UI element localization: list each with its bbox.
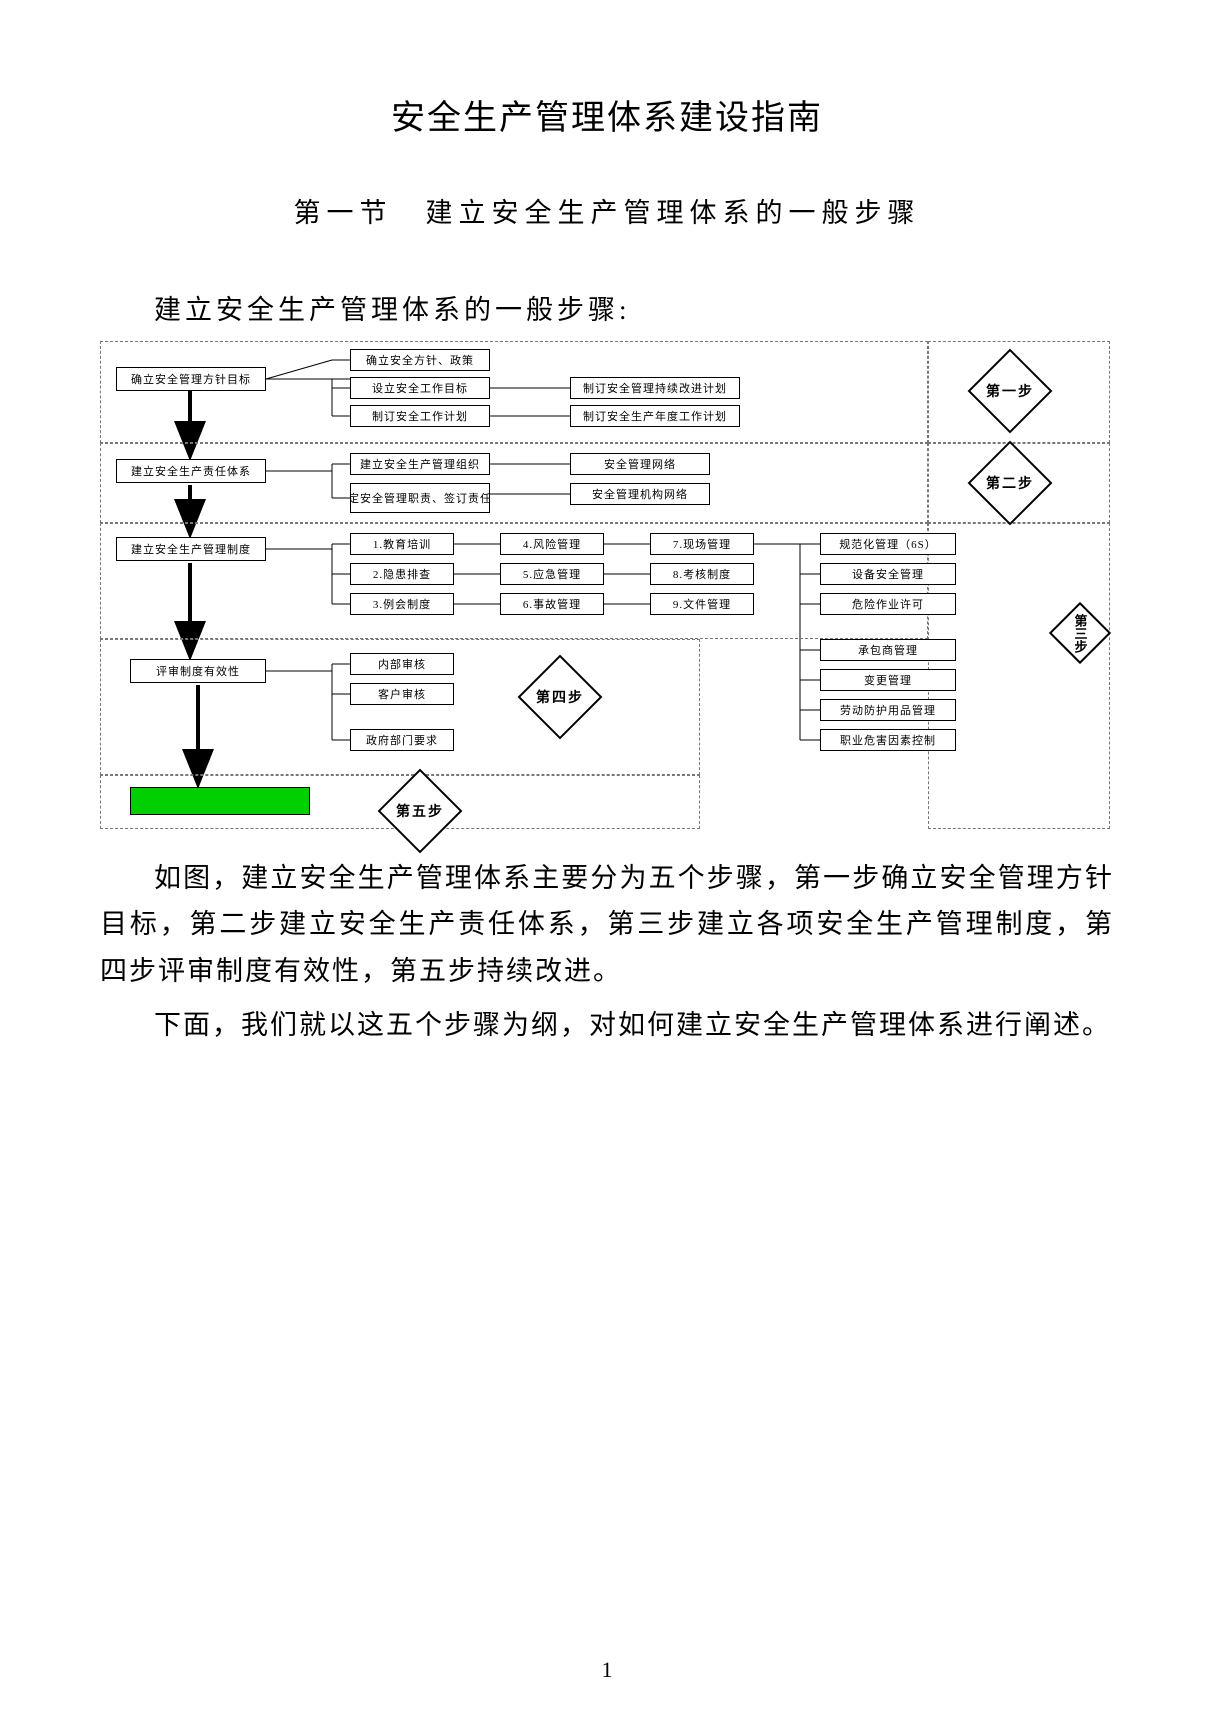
b-s4-main: 评审制度有效性 [130,659,266,683]
b-s3-7: 7.现场管理 [650,533,754,555]
b-s1-a: 确立安全方针、政策 [350,349,490,371]
b-s4-b: 客户审核 [350,683,454,705]
b-s3-5: 5.应急管理 [500,563,604,585]
body-paragraph-2: 下面，我们就以这五个步骤为纲，对如何建立安全生产管理体系进行阐述。 [100,1002,1114,1048]
b-s3-9: 9.文件管理 [650,593,754,615]
b-s3-12: 危险作业许可 [820,593,956,615]
b-s3-4: 4.风险管理 [500,533,604,555]
section-heading: 第一节 建立安全生产管理体系的一般步骤 [100,191,1114,230]
b-s3-1: 1.教育培训 [350,533,454,555]
b-s2-main: 建立安全生产责任体系 [116,459,266,483]
b-s3-15: 劳动防护用品管理 [820,699,956,721]
b-s1-b: 设立安全工作目标 [350,377,490,399]
b-s3-11: 设备安全管理 [820,563,956,585]
document-page: 安全生产管理体系建设指南 第一节 建立安全生产管理体系的一般步骤 建立安全生产管… [0,0,1214,1719]
b-s3-3: 3.例会制度 [350,593,454,615]
b-s3-16: 职业危害因素控制 [820,729,956,751]
page-number: 1 [0,1657,1214,1683]
b-s2-a: 建立安全生产管理组织 [350,453,490,475]
b-s1-c: 制订安全工作计划 [350,405,490,427]
b-s1-d: 制订安全管理持续改进计划 [570,377,740,399]
flowchart-diagram: 确立安全管理方针目标 确立安全方针、政策设立安全工作目标制订安全工作计划 制订安全管… [100,341,1110,831]
b-s3-2: 2.隐患排查 [350,563,454,585]
b-s3-8: 8.考核制度 [650,563,754,585]
body-paragraph-1: 如图，建立安全生产管理体系主要分为五个步骤，第一步确立安全管理方针目标，第二步建… [100,855,1114,994]
doc-title: 安全生产管理体系建设指南 [100,90,1114,139]
b-s3-14: 变更管理 [820,669,956,691]
b-s1-main: 确立安全管理方针目标 [116,367,266,391]
b-s3-13: 承包商管理 [820,639,956,661]
b-s2-b: 确定安全管理职责、签订责任状 [350,483,490,513]
flow-panel [100,443,928,523]
diagram-caption: 建立安全生产管理体系的一般步骤: [154,288,1114,327]
b-s2-c: 安全管理网络 [570,453,710,475]
b-s4-a: 内部审核 [350,653,454,675]
b-s3-6: 6.事故管理 [500,593,604,615]
b-s3-main: 建立安全生产管理制度 [116,537,266,561]
b-s4-c: 政府部门要求 [350,729,454,751]
b-s1-e: 制订安全生产年度工作计划 [570,405,740,427]
flow-panel [100,341,928,443]
b-s3-10: 规范化管理（6S） [820,533,956,555]
b-s5-main: 持续改进 [130,787,310,815]
b-s2-d: 安全管理机构网络 [570,483,710,505]
